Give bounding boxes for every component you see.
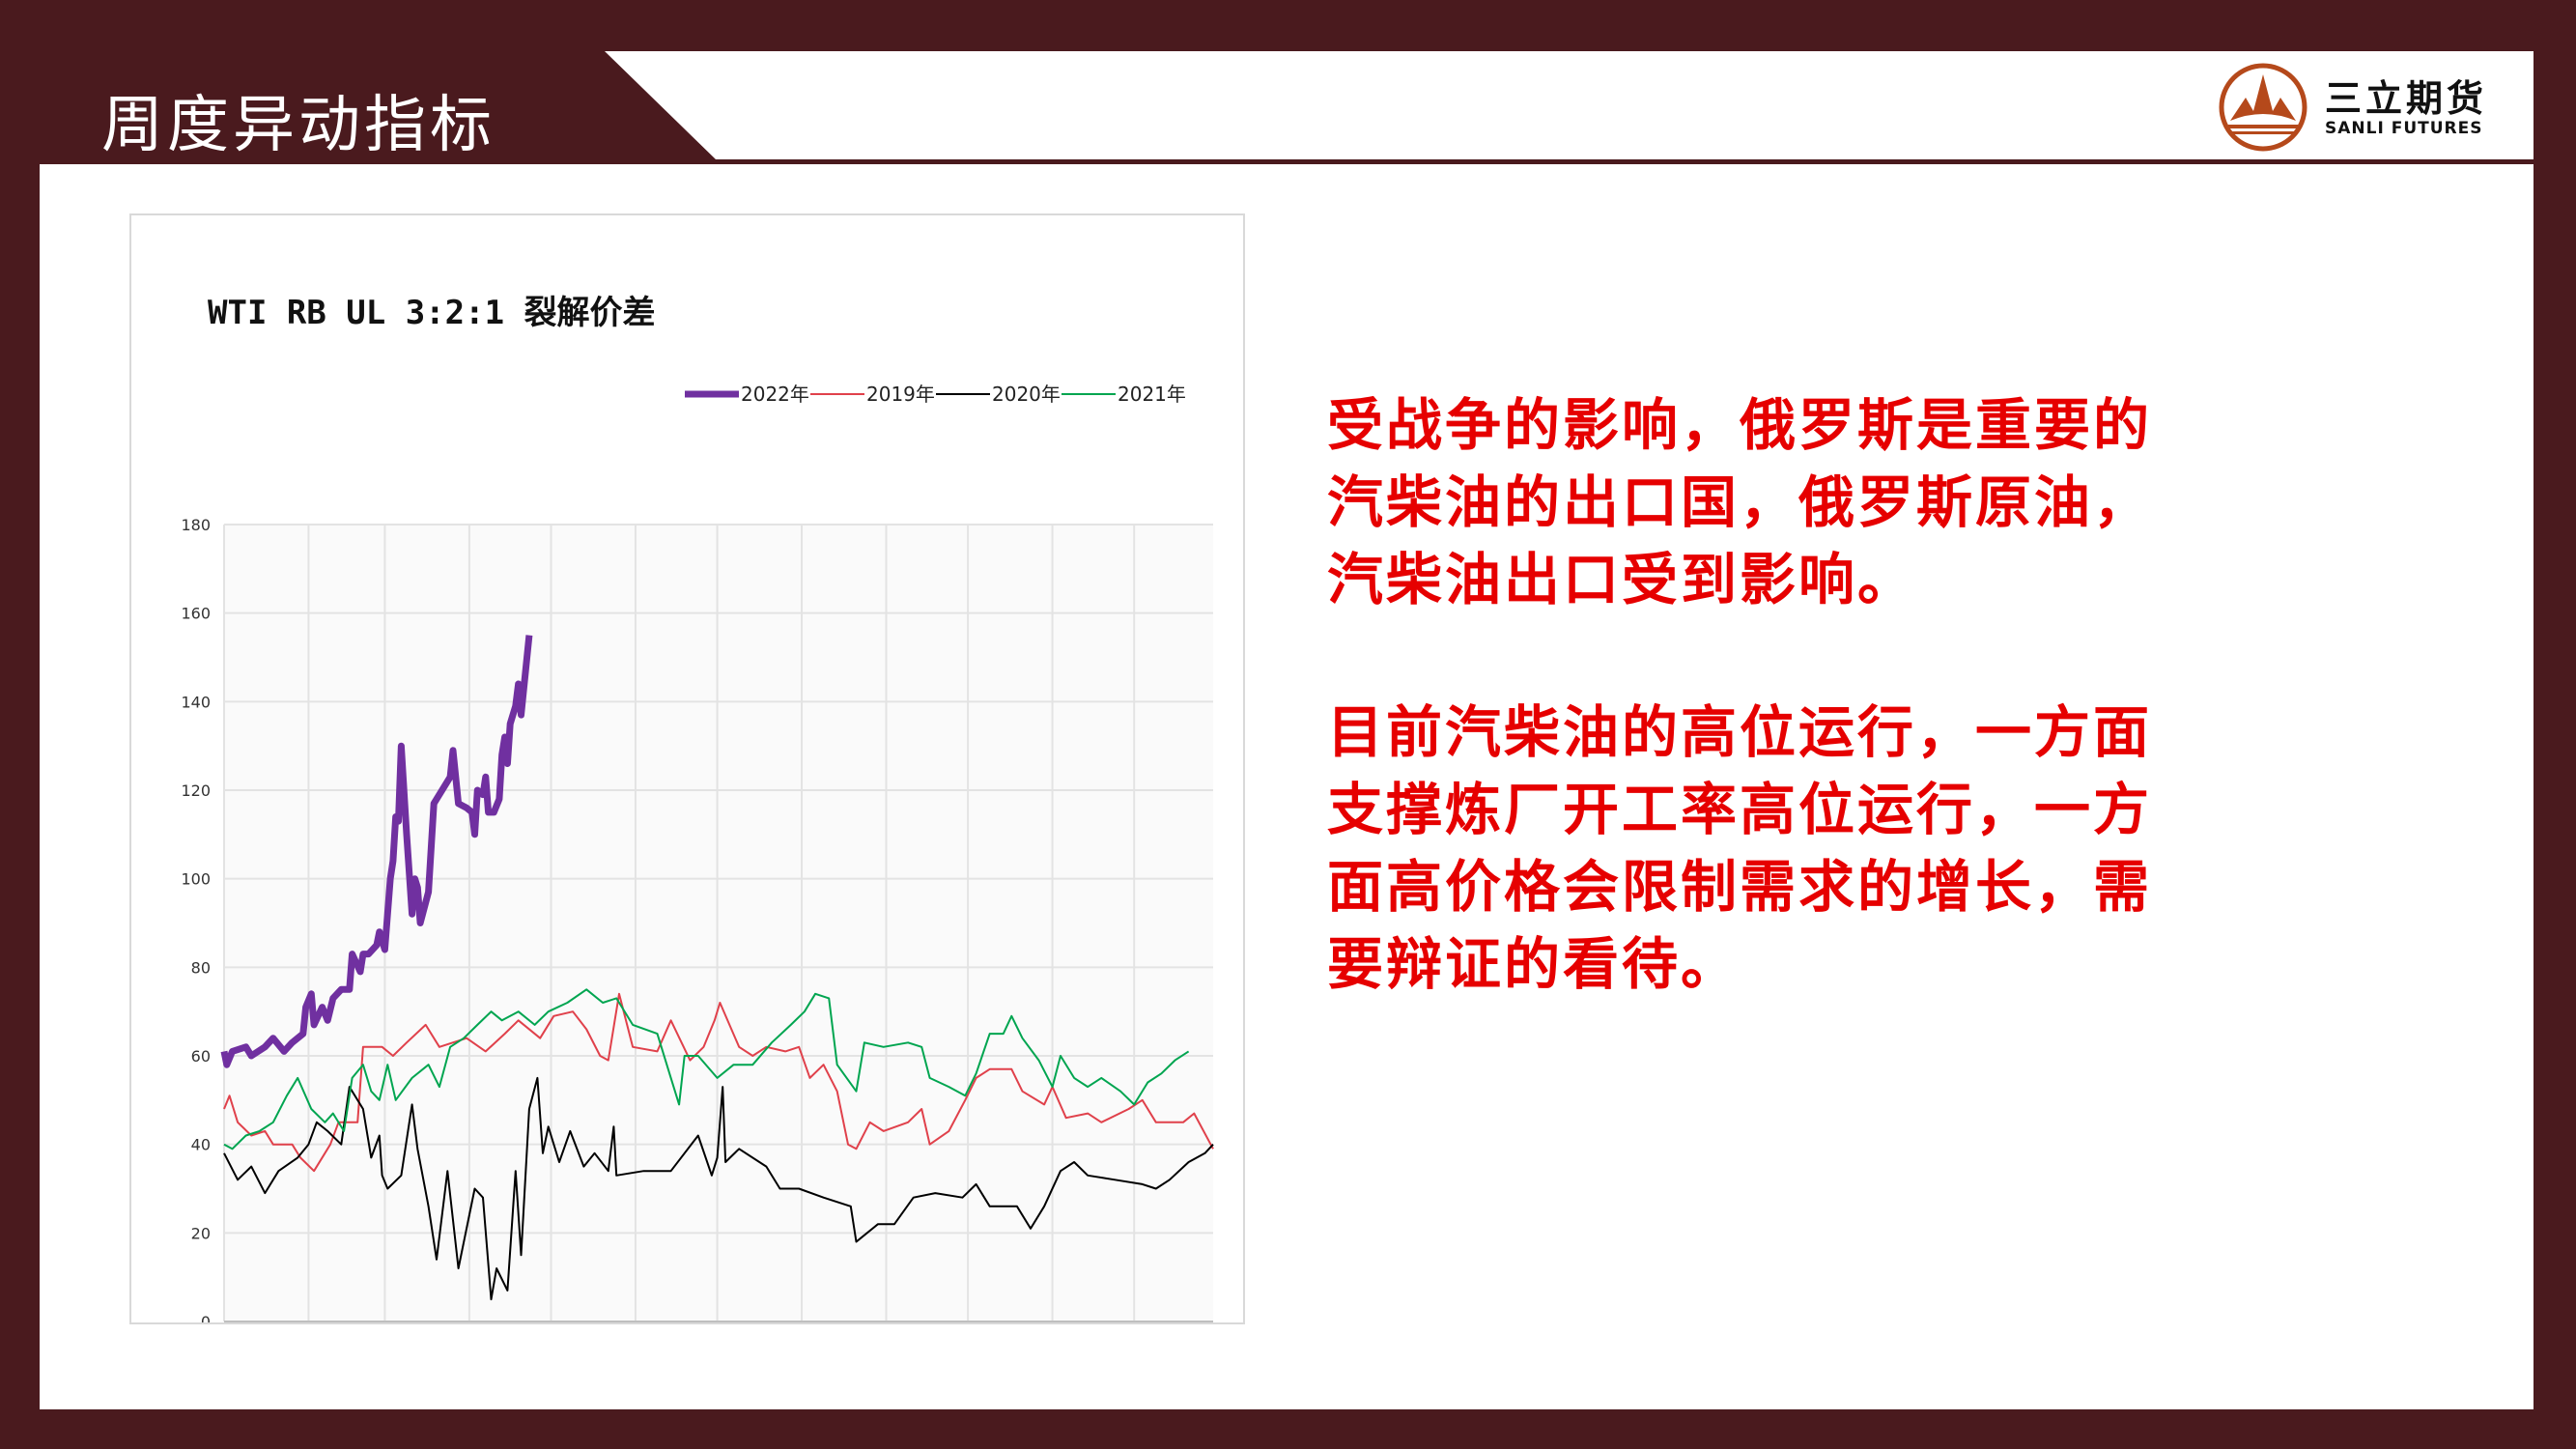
paragraph-line: 支撑炼厂开工率高位运行，一方 bbox=[1327, 777, 2153, 842]
crack-spread-chart: WTI RB UL 3:2:1 裂解价差 0 20 40 60 80 100 120 140 1… bbox=[181, 294, 1214, 1322]
y-tick-label: 120 bbox=[181, 781, 211, 800]
company-logo: 三立期货 SANLI FUTURES bbox=[2217, 61, 2497, 154]
plot-area bbox=[224, 525, 1213, 1321]
chart-grid bbox=[223, 524, 1213, 1322]
chart-axes: 0204060801001201401601801/22/23/24/25/26… bbox=[181, 516, 1213, 1322]
header-band bbox=[605, 51, 2534, 159]
chart-title: WTI RB UL 3:2:1 裂解价差 bbox=[208, 294, 656, 332]
y-tick-label: 160 bbox=[181, 605, 211, 623]
y-tick-label: 100 bbox=[181, 870, 211, 889]
y-tick-label: 40 bbox=[191, 1136, 211, 1154]
paragraph-line: 目前汽柴油的高位运行，一方面 bbox=[1327, 699, 2153, 765]
legend-label: 2020年 bbox=[992, 383, 1061, 406]
legend-label: 2019年 bbox=[866, 383, 935, 406]
series-line-2019 bbox=[223, 992, 1214, 1173]
paragraph-line: 受战争的影响，俄罗斯是重要的 bbox=[1327, 392, 2153, 458]
logo-name-en: SANLI FUTURES bbox=[2325, 119, 2483, 138]
legend-label: 2022年 bbox=[741, 383, 809, 406]
paragraph-line: 汽柴油的出口国，俄罗斯原油， bbox=[1327, 469, 2153, 535]
y-tick-label: 60 bbox=[191, 1047, 211, 1065]
chart-panel: WTI RB UL 3:2:1 裂解价差 0 20 40 60 80 100 120 140 1… bbox=[129, 213, 1245, 1324]
paragraph-line: 要辩证的看待。 bbox=[1327, 931, 1741, 997]
legend-label: 2021年 bbox=[1118, 383, 1186, 406]
paragraph-line: 面高价格会限制需求的增长，需 bbox=[1327, 854, 2153, 920]
paragraph-line: 汽柴油出口受到影响。 bbox=[1327, 547, 1917, 612]
series-line-2021 bbox=[223, 988, 1190, 1151]
series-line-2020 bbox=[223, 1076, 1214, 1301]
y-tick-label: 20 bbox=[191, 1224, 211, 1242]
y-tick-label: 80 bbox=[191, 958, 211, 977]
page-title: 周度异动指标 bbox=[101, 90, 495, 161]
y-tick-label: 0 bbox=[201, 1313, 211, 1322]
logo-name-cn: 三立期货 bbox=[2325, 77, 2488, 120]
paragraph-war-impact: 受战争的影响，俄罗斯是重要的 汽柴油的出口国，俄罗斯原油， 汽柴油出口受到影响。 bbox=[1327, 386, 2152, 618]
chart-legend: 2022年 2019年 2020年 2021年 bbox=[685, 383, 1186, 406]
paragraph-current-outlook: 目前汽柴油的高位运行，一方面 支撑炼厂开工率高位运行，一方 面高价格会限制需求的增长… bbox=[1327, 694, 2152, 1003]
y-tick-label: 180 bbox=[181, 516, 211, 534]
mountain-logo-icon bbox=[2219, 63, 2307, 152]
series-line-2022 bbox=[220, 635, 533, 1068]
y-tick-label: 140 bbox=[181, 693, 211, 711]
chart-series bbox=[220, 635, 1214, 1301]
